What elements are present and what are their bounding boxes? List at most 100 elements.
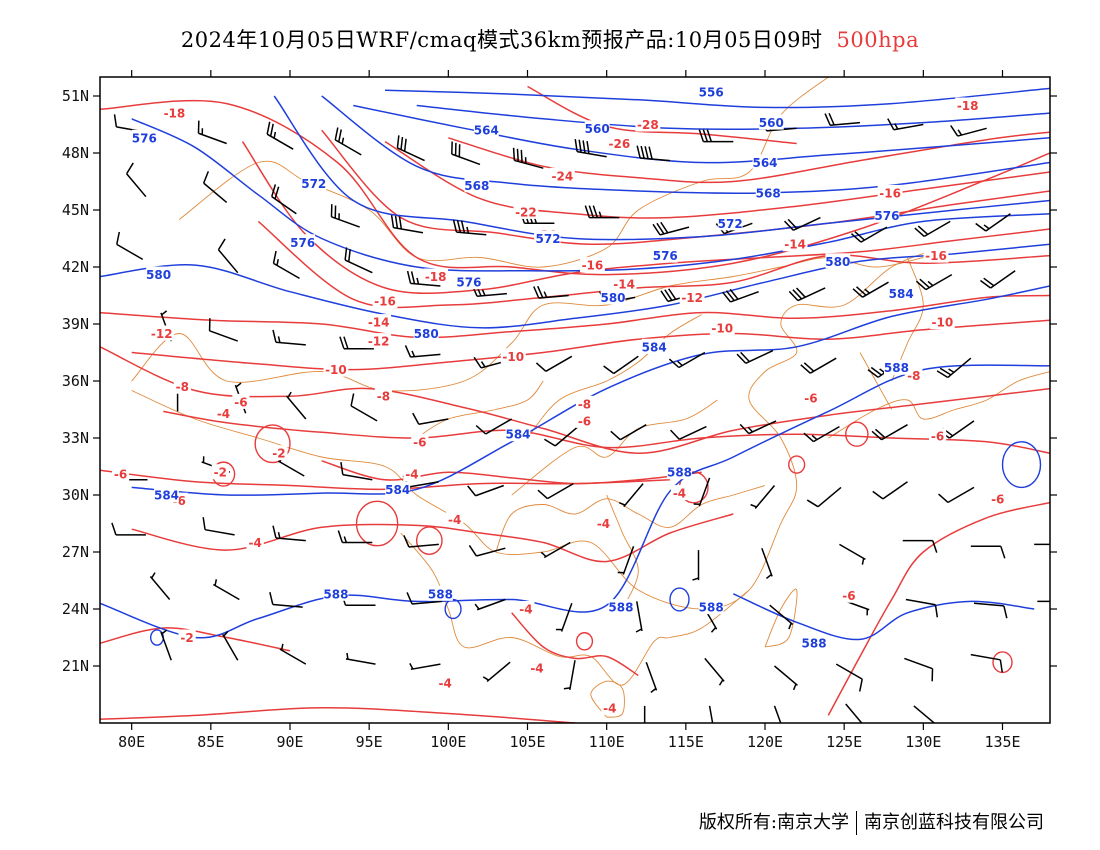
- wind-barb: [761, 547, 773, 580]
- province-border-line: [590, 680, 625, 718]
- wind-barb: [345, 652, 376, 665]
- temperature-contour-label: -4: [248, 536, 261, 550]
- lat-tick-label: 21N: [62, 657, 89, 675]
- temperature-contour-label: -16: [374, 295, 396, 309]
- temperature-contour-loop: [355, 500, 399, 547]
- temperature-contour-label-bg: [989, 490, 1007, 506]
- province-border-line: [859, 352, 893, 410]
- wind-barb: [722, 288, 759, 303]
- temperature-contour-label: -10: [711, 321, 733, 335]
- wind-barb: [537, 482, 574, 500]
- wind-barb: [212, 579, 240, 601]
- temperature-contour-label: -2: [180, 631, 193, 645]
- wind-barb: [544, 426, 579, 447]
- wind-barb: [904, 657, 934, 682]
- lon-tick-label: 85E: [197, 733, 224, 751]
- wind-barb: [584, 205, 620, 219]
- wind-barb: [839, 543, 866, 565]
- lat-tick-label: 30N: [62, 486, 89, 504]
- temperature-contour-label-bg: [528, 659, 546, 675]
- height-contour-label: 588: [608, 601, 633, 615]
- height-contour-label-bg: [825, 253, 851, 269]
- wind-barb: [736, 349, 774, 364]
- height-contour-label-bg: [641, 338, 667, 354]
- wind-barb: [773, 705, 782, 723]
- wind-barb: [913, 705, 936, 723]
- height-contour-label-bg: [413, 325, 439, 341]
- temperature-contour-label: -18: [164, 107, 186, 121]
- wind-barb: [160, 629, 172, 661]
- wind-barb: [973, 602, 1008, 619]
- height-contour-label: 572: [301, 177, 326, 191]
- height-contour-label: 564: [474, 124, 499, 138]
- wind-barb: [533, 285, 569, 299]
- wind-barb: [669, 425, 707, 440]
- height-contour-label: 580: [414, 327, 439, 341]
- lat-tick-label: 48N: [62, 144, 89, 162]
- temperature-contour-label: -6: [578, 414, 591, 428]
- temperature-contour-label: -6: [931, 430, 944, 444]
- lon-tick-label: 110E: [589, 733, 625, 751]
- temperature-contour-label-bg: [423, 268, 449, 284]
- height-contour-label: 564: [752, 156, 777, 170]
- lat-tick-label: 24N: [62, 600, 89, 618]
- wind-barb: [467, 484, 505, 497]
- wind-barb: [202, 171, 228, 203]
- temperature-contour-line: [100, 707, 576, 723]
- lon-tick-label: 95E: [356, 733, 383, 751]
- wind-barb: [693, 477, 711, 507]
- temperature-contour-label: -6: [114, 468, 127, 482]
- temperature-contour-line: [827, 501, 1050, 716]
- temperature-contour-line: [448, 131, 1050, 184]
- height-contour-label-bg: [652, 247, 678, 263]
- height-contour-line: [273, 95, 1050, 241]
- wind-barb: [555, 603, 573, 632]
- height-contour-label: 568: [756, 186, 781, 200]
- height-contour-label: 572: [536, 232, 561, 246]
- wind-barb: [617, 546, 635, 575]
- wind-barb: [574, 138, 607, 158]
- wind-barb: [272, 329, 306, 346]
- wind-barb: [970, 545, 1006, 559]
- temperature-contour-label: -4: [530, 661, 543, 675]
- province-border-line: [527, 314, 702, 439]
- height-contour-label-bg: [884, 359, 909, 375]
- wind-barb: [643, 705, 646, 723]
- height-contour-label-bg: [608, 599, 634, 615]
- wind-barb: [390, 214, 424, 234]
- height-contour-label: 576: [874, 209, 899, 223]
- lon-tick-label: 90E: [276, 733, 303, 751]
- temperature-contour-label: -8: [176, 380, 189, 394]
- wind-barb: [698, 129, 734, 143]
- temperature-contour-label: -16: [925, 249, 947, 263]
- wind-barb: [404, 345, 441, 358]
- temperature-contour-line: [100, 346, 1050, 454]
- wind-barb: [845, 703, 863, 723]
- wind-barb: [468, 544, 506, 557]
- temperature-contour-label: -16: [582, 259, 604, 273]
- temperature-contour-line: [511, 612, 639, 677]
- height-contour-label-bg: [473, 122, 499, 138]
- height-contour-label-bg: [464, 177, 490, 193]
- height-contour-line: [131, 285, 1050, 496]
- temperature-contour-label-bg: [366, 333, 392, 349]
- wind-barb: [330, 204, 360, 228]
- wind-barb: [835, 663, 863, 692]
- temperature-contour-label-bg: [111, 466, 130, 482]
- height-contour-label: 584: [889, 287, 914, 301]
- geopotential-height-contours-layer: [100, 87, 1050, 646]
- wind-barb: [197, 120, 227, 145]
- height-contour-label-bg: [600, 289, 626, 305]
- lon-tick-label: 125E: [826, 733, 862, 751]
- height-contour-loop: [1001, 441, 1042, 489]
- wind-barb: [635, 601, 643, 633]
- height-contour-loop: [669, 587, 690, 612]
- temperature-contour-line: [163, 410, 1050, 454]
- temperature-contour-loop: [575, 632, 594, 651]
- height-contour-label-bg: [456, 274, 482, 290]
- wind-barb: [769, 604, 794, 630]
- height-contour-label: 560: [759, 116, 784, 130]
- copyright-owner: 版权所有:南京大学: [698, 812, 849, 833]
- height-contour-label: 576: [132, 131, 157, 145]
